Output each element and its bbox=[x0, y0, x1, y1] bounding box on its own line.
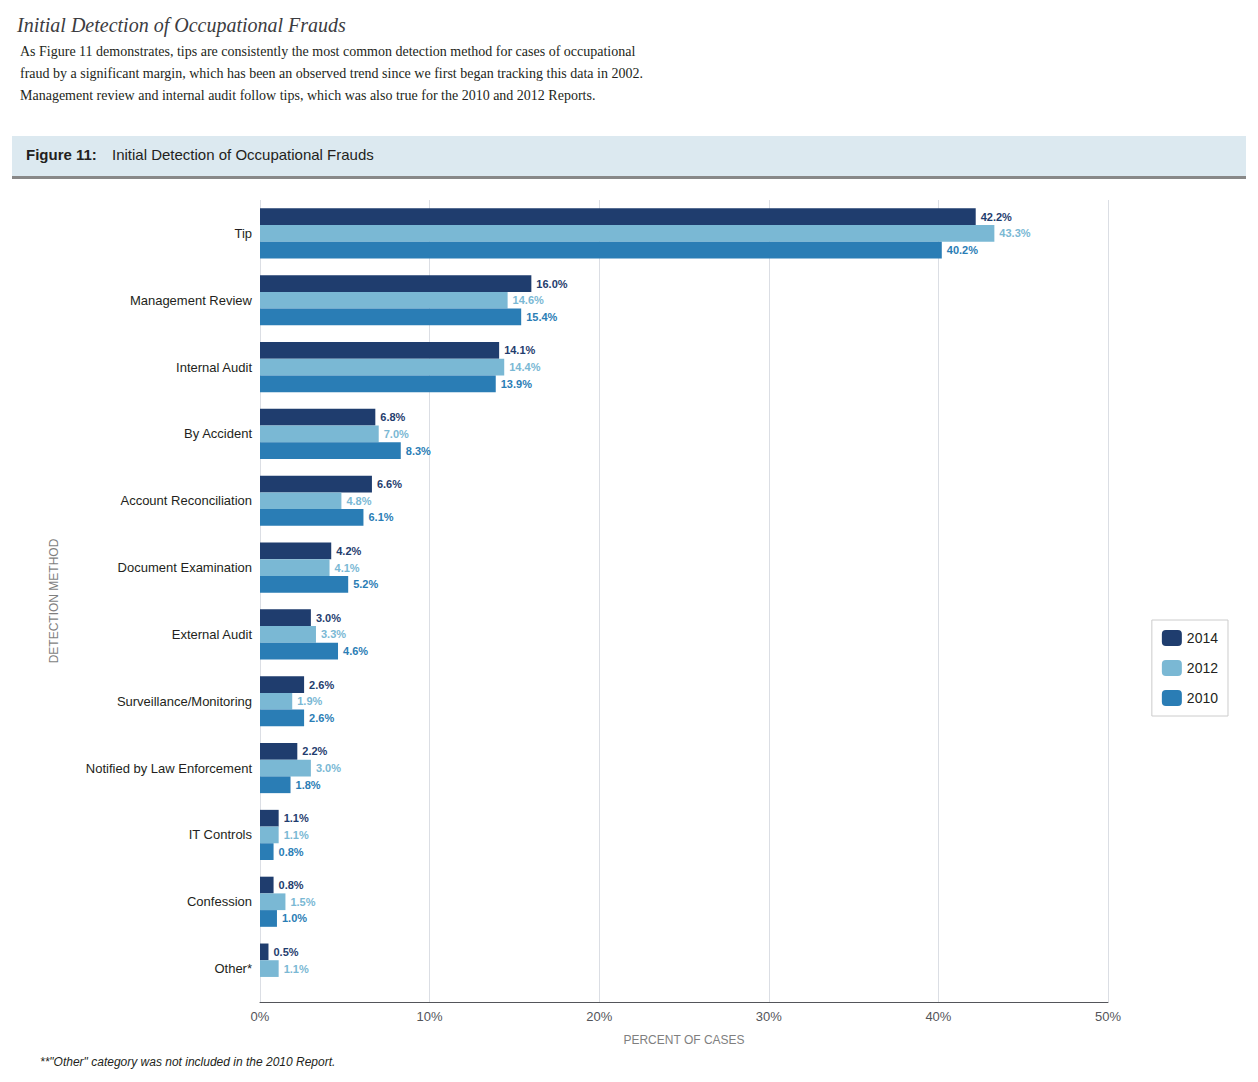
svg-text:3.3%: 3.3% bbox=[321, 628, 346, 640]
svg-text:7.0%: 7.0% bbox=[384, 428, 409, 440]
svg-text:40.2%: 40.2% bbox=[947, 244, 978, 256]
svg-text:14.6%: 14.6% bbox=[513, 294, 544, 306]
svg-text:15.4%: 15.4% bbox=[526, 311, 557, 323]
svg-text:0.8%: 0.8% bbox=[279, 846, 304, 858]
svg-text:Internal Audit: Internal Audit bbox=[176, 360, 252, 375]
svg-text:1.0%: 1.0% bbox=[282, 912, 307, 924]
svg-text:DETECTION METHOD: DETECTION METHOD bbox=[47, 538, 61, 663]
svg-text:As Figure 11 demonstrates, tip: As Figure 11 demonstrates, tips are cons… bbox=[20, 44, 635, 59]
svg-text:13.9%: 13.9% bbox=[501, 378, 532, 390]
svg-text:1.1%: 1.1% bbox=[284, 963, 309, 975]
svg-text:Other*: Other* bbox=[214, 961, 252, 976]
svg-text:Initial Detection of Occupatio: Initial Detection of Occupational Frauds bbox=[112, 146, 374, 163]
svg-text:2.6%: 2.6% bbox=[309, 679, 334, 691]
svg-text:PERCENT OF CASES: PERCENT OF CASES bbox=[623, 1033, 744, 1047]
svg-text:Management Review: Management Review bbox=[130, 293, 253, 308]
svg-text:6.8%: 6.8% bbox=[380, 411, 405, 423]
svg-text:30%: 30% bbox=[756, 1009, 782, 1024]
svg-text:Document Examination: Document Examination bbox=[118, 560, 252, 575]
svg-text:**"Other" category was not inc: **"Other" category was not included in t… bbox=[40, 1055, 335, 1069]
svg-text:Notified by Law Enforcement: Notified by Law Enforcement bbox=[86, 761, 253, 776]
svg-text:Confession: Confession bbox=[187, 894, 252, 909]
svg-text:2.2%: 2.2% bbox=[302, 745, 327, 757]
svg-text:1.1%: 1.1% bbox=[284, 829, 309, 841]
svg-text:fraud by a significant margin,: fraud by a significant margin, which has… bbox=[20, 66, 643, 81]
svg-text:2012: 2012 bbox=[1187, 660, 1218, 676]
svg-text:External Audit: External Audit bbox=[172, 627, 253, 642]
svg-text:2014: 2014 bbox=[1187, 630, 1218, 646]
svg-text:40%: 40% bbox=[925, 1009, 951, 1024]
svg-text:Figure 11:: Figure 11: bbox=[26, 146, 97, 163]
svg-text:6.1%: 6.1% bbox=[368, 511, 393, 523]
svg-text:Management review and internal: Management review and internal audit fol… bbox=[20, 88, 595, 103]
svg-text:Surveillance/Monitoring: Surveillance/Monitoring bbox=[117, 694, 252, 709]
svg-text:1.8%: 1.8% bbox=[296, 779, 321, 791]
svg-text:2010: 2010 bbox=[1187, 690, 1218, 706]
svg-text:3.0%: 3.0% bbox=[316, 612, 341, 624]
svg-text:4.8%: 4.8% bbox=[346, 495, 371, 507]
svg-text:14.4%: 14.4% bbox=[509, 361, 540, 373]
svg-text:0%: 0% bbox=[251, 1009, 270, 1024]
svg-text:14.1%: 14.1% bbox=[504, 344, 535, 356]
svg-text:10%: 10% bbox=[417, 1009, 443, 1024]
svg-text:43.3%: 43.3% bbox=[999, 227, 1030, 239]
svg-text:IT Controls: IT Controls bbox=[189, 827, 253, 842]
svg-text:4.2%: 4.2% bbox=[336, 545, 361, 557]
svg-text:1.1%: 1.1% bbox=[284, 812, 309, 824]
svg-text:2.6%: 2.6% bbox=[309, 712, 334, 724]
svg-text:50%: 50% bbox=[1095, 1009, 1121, 1024]
svg-text:3.0%: 3.0% bbox=[316, 762, 341, 774]
svg-text:By Accident: By Accident bbox=[184, 426, 252, 441]
svg-text:Initial Detection of Occupatio: Initial Detection of Occupational Frauds bbox=[16, 14, 346, 37]
svg-text:6.6%: 6.6% bbox=[377, 478, 402, 490]
svg-text:1.5%: 1.5% bbox=[290, 896, 315, 908]
svg-text:8.3%: 8.3% bbox=[406, 445, 431, 457]
svg-text:20%: 20% bbox=[586, 1009, 612, 1024]
svg-text:Account Reconciliation: Account Reconciliation bbox=[120, 493, 252, 508]
svg-text:0.8%: 0.8% bbox=[279, 879, 304, 891]
svg-text:42.2%: 42.2% bbox=[981, 211, 1012, 223]
svg-text:Tip: Tip bbox=[234, 226, 252, 241]
svg-text:4.1%: 4.1% bbox=[335, 562, 360, 574]
svg-text:5.2%: 5.2% bbox=[353, 578, 378, 590]
svg-text:16.0%: 16.0% bbox=[536, 278, 567, 290]
svg-text:0.5%: 0.5% bbox=[273, 946, 298, 958]
svg-text:1.9%: 1.9% bbox=[297, 695, 322, 707]
svg-text:4.6%: 4.6% bbox=[343, 645, 368, 657]
